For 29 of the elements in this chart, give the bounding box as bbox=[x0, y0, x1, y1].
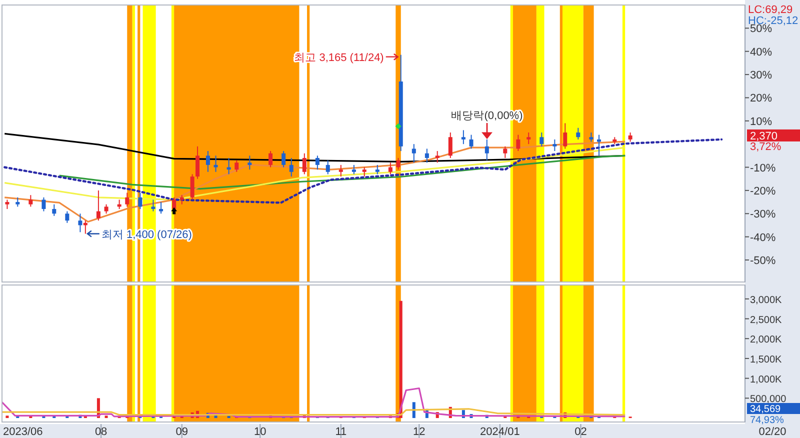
x-tick-label: 2024/01 bbox=[480, 426, 520, 438]
x-tick-label: 12 bbox=[413, 426, 426, 438]
y-tick-label: 30% bbox=[750, 70, 772, 82]
y-tick-label: -30% bbox=[750, 208, 776, 221]
y-tick-label: -50% bbox=[750, 254, 776, 267]
y-tick-label: 2,000K bbox=[750, 334, 782, 346]
text: 2023/06 bbox=[3, 426, 43, 438]
text: 2,370 bbox=[750, 130, 778, 142]
x-tick-label: 11 bbox=[335, 426, 347, 438]
text: 34,569 bbox=[750, 404, 782, 415]
y-tick-label: 3,000K bbox=[750, 294, 782, 306]
text: 74,93% bbox=[750, 415, 784, 426]
y-tick-label: 10% bbox=[750, 116, 772, 128]
y-tick-label: 20% bbox=[750, 92, 772, 105]
x-tick-label: 10 bbox=[254, 426, 266, 438]
y-tick-label: -10% bbox=[750, 162, 776, 174]
y-tick-label: 40% bbox=[750, 46, 772, 58]
x-tick-label: 08 bbox=[94, 426, 108, 438]
y-tick-label: 1,000K bbox=[750, 374, 782, 386]
y-tick-label: -40% bbox=[750, 232, 776, 244]
x-tick-label: 02 bbox=[574, 426, 587, 438]
x-tick-label: 09 bbox=[176, 426, 188, 438]
y-tick-label: -20% bbox=[750, 185, 776, 198]
text: 02/20 bbox=[758, 426, 786, 438]
text: LC:69,29 bbox=[748, 4, 793, 16]
y-tick-label: 2,500K bbox=[750, 314, 782, 326]
y-tick-label: 500,000 bbox=[750, 394, 787, 406]
text: 3,72% bbox=[750, 141, 782, 153]
y-tick-label: 1,500K bbox=[750, 354, 782, 366]
